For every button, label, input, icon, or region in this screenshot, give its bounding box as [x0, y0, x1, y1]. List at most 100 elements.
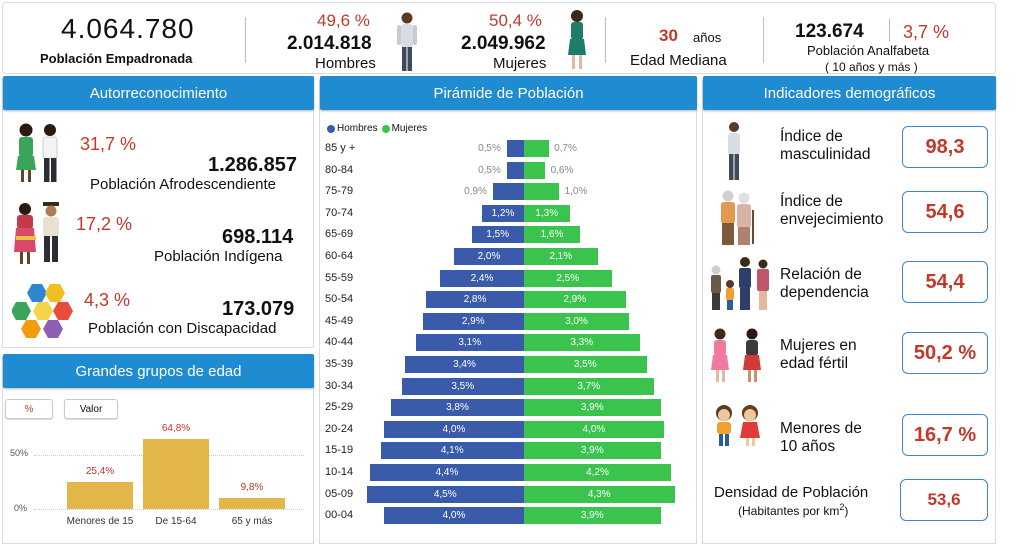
pyramid-age-label: 85 y + [325, 142, 356, 154]
pyramid-women-value: 1,0% [564, 186, 588, 198]
illiterate-value: 123.674 [795, 21, 864, 42]
pyramid-age-label: 15-19 [325, 444, 354, 457]
divider [605, 17, 606, 63]
indicators-header: Indicadores demográficos [703, 76, 996, 110]
pyramid-men-bar [401, 377, 524, 395]
pyramid-men-bar [440, 269, 524, 287]
label-line-2: edad fértil [780, 355, 849, 372]
women-percent: 50,4 % [489, 11, 542, 30]
pyramid-women-value: 2,9% [563, 294, 587, 306]
pyramid-age-label: 20-24 [325, 422, 354, 435]
pyramid-header: Pirámide de Población [320, 76, 697, 110]
under-10-label: Menores de 10 años [780, 420, 862, 456]
age-group-data-label: 25,4% [85, 465, 115, 477]
y-tick-50: 50% [10, 448, 29, 458]
pyramid-men-bar [492, 183, 524, 201]
pyramid-men-bar [380, 442, 524, 460]
density-unit-exponent: 2 [839, 502, 845, 512]
pyramid-women-bar [524, 204, 570, 222]
value-toggle-button[interactable]: Valor [64, 399, 118, 419]
pyramid-women-bar [524, 226, 580, 244]
indigenous-label: Población Indígena [154, 248, 283, 265]
disability-percent: 4,3 % [84, 290, 131, 310]
pyramid-age-label: 55-59 [325, 271, 354, 284]
pyramid-women-value: 2,1% [549, 251, 573, 262]
pyramid-men-bar [454, 248, 524, 265]
total-population-value: 4.064.780 [61, 13, 195, 44]
pyramid-age-label: 45-49 [325, 314, 354, 327]
pyramid-men-value: 1,2% [491, 207, 515, 219]
pyramid-men-bar [506, 161, 524, 179]
pyramid-men-value: 3,1% [458, 337, 482, 349]
dependency-ratio-value: 54,4 [902, 261, 988, 303]
gridline [34, 509, 304, 510]
pyramid-women-value: 3,5% [573, 359, 597, 370]
man-icon [397, 12, 417, 71]
pyramid-women-bar [524, 485, 675, 503]
fertile-age-women-value: 50,2 % [902, 332, 988, 374]
pyramid-men-value: 2,9% [461, 315, 485, 327]
pyramid-women-value: 1,3% [535, 207, 559, 219]
pyramid-women-value: 4,0% [582, 423, 606, 435]
pyramid-men-value: 4,0% [442, 423, 466, 435]
divider [889, 19, 890, 41]
label-line-2: envejecimiento [780, 211, 884, 228]
pyramid-age-label: 05-09 [325, 487, 354, 500]
pyramid-men-bar [506, 140, 524, 157]
pyramid-men-bar [384, 507, 524, 525]
indigenous-percent: 17,2 % [76, 214, 133, 234]
age-groups-header: Grandes grupos de edad [3, 354, 314, 388]
indigenous-value: 698.114 [222, 226, 294, 248]
pyramid-men-value: 3,5% [451, 380, 475, 392]
woman-icon [568, 10, 586, 69]
divider [763, 17, 764, 63]
women-value: 2.049.962 [461, 33, 546, 54]
legend-women-label: Mujeres [391, 123, 428, 134]
percent-toggle-button[interactable]: % [5, 399, 53, 419]
pyramid-men-bar [482, 204, 524, 222]
under-10-value: 16,7 % [902, 414, 988, 456]
pyramid-women-value: 2,5% [556, 272, 580, 284]
pyramid-women-bar [524, 334, 640, 352]
masculinity-index-label: Índice de masculinidad [780, 128, 870, 164]
legend-men-label: Hombres [337, 123, 378, 134]
pyramid-men-value: 0,5% [478, 164, 501, 176]
pyramid-women-bar [524, 356, 647, 373]
pyramid-age-label: 00-04 [325, 509, 354, 522]
pyramid-women-value: 4,2% [586, 467, 609, 478]
disability-hexagons-icon [12, 284, 73, 338]
y-tick-0: 0% [14, 503, 28, 513]
pyramid-age-label: 50-54 [325, 293, 354, 306]
pyramid-men-bar [426, 291, 524, 309]
pyramid-age-label: 35-39 [325, 358, 354, 370]
illiterate-label: Población Analfabeta [807, 43, 930, 58]
density-value: 53,6 [900, 479, 988, 521]
illiterate-percent: 3,7 % [903, 22, 950, 42]
density-unit-close: ) [844, 504, 849, 518]
pyramid-men-value: 2,0% [477, 251, 501, 262]
pyramid-age-label: 10-14 [325, 466, 354, 478]
age-group-bar [219, 498, 285, 509]
women-label: Mujeres [493, 55, 547, 72]
pyramid-men-bar [415, 334, 524, 352]
pyramid-men-value: 1,5% [486, 229, 510, 241]
label-line-1: Menores de [780, 420, 862, 437]
pyramid-age-label: 30-34 [325, 379, 354, 392]
pyramid-women-bar [524, 420, 664, 438]
men-percent: 49,6 % [317, 11, 370, 30]
pyramid-women-value: 4,3% [587, 488, 611, 500]
pyramid-men-bar [405, 356, 524, 373]
pyramid-men-value: 3,8% [446, 402, 469, 414]
pyramid-men-bar [366, 485, 524, 503]
age-group-bar [143, 439, 209, 509]
children-icon [716, 405, 760, 446]
pyramid-men-value: 0,9% [464, 186, 487, 198]
median-age-label: Edad Mediana [630, 52, 727, 69]
pyramid-women-bar [524, 291, 626, 309]
label-line-2: 10 años [780, 438, 836, 455]
pyramid-women-value: 3,9% [580, 402, 604, 414]
age-group-category-label: De 15-64 [155, 516, 197, 527]
label-line-1: Mujeres en [780, 337, 857, 354]
summary-bar: 4.064.780 Población Empadronada 49,6 % 2… [2, 2, 996, 74]
pyramid-women-value: 3,0% [565, 315, 588, 327]
